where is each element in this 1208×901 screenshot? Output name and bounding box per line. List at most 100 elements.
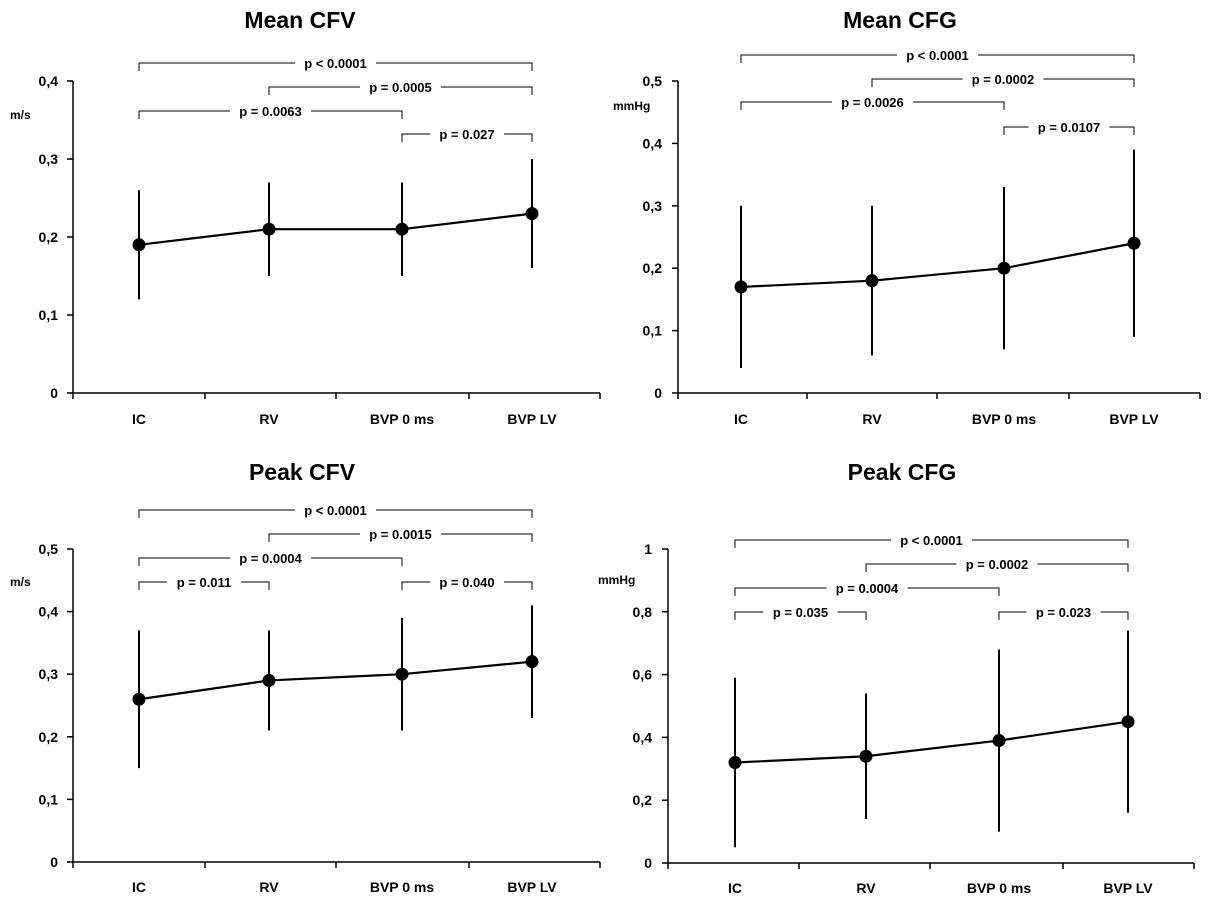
chart2-y-tick-label: 0,5 <box>643 73 663 89</box>
chart2-x-tick-label: BVP LV <box>1109 411 1159 427</box>
chart4-data-point <box>859 749 873 763</box>
chart1-y-tick-label: 0,3 <box>39 151 59 167</box>
chart4-p-value-label: p = 0.023 <box>1036 605 1091 620</box>
chart3-y-tick-label: 0,5 <box>39 541 59 557</box>
chart2-y-tick-label: 0 <box>654 385 662 401</box>
chart3-y-tick-label: 0,3 <box>39 666 59 682</box>
chart4-x-tick-label: BVP 0 ms <box>967 880 1032 896</box>
chart3-data-point <box>262 673 276 687</box>
chart2-data-point <box>1127 236 1141 250</box>
chart1-p-value-label: p = 0.0005 <box>369 80 432 95</box>
chart1-y-unit-label: m/s <box>10 108 31 122</box>
chart2-series-line <box>740 242 1135 289</box>
chart3-data-point <box>525 655 539 669</box>
chart4-x-tick-label: IC <box>728 880 742 896</box>
chart4-y-tick-label: 0,6 <box>633 667 653 683</box>
chart3-y-tick-label: 0 <box>50 854 58 870</box>
chart3-comparison-bracket <box>268 533 533 542</box>
chart1-y-tick-label: 0 <box>50 385 58 401</box>
chart4-comparison-bracket <box>865 563 1129 572</box>
chart3-comparison-bracket <box>138 509 533 518</box>
chart4-y-tick-label: 0,8 <box>633 604 653 620</box>
chart4-data-point <box>728 756 742 770</box>
chart2-x-tick-label: RV <box>862 411 882 427</box>
chart2-p-value-label: p = 0.0026 <box>841 95 904 110</box>
chart1-comparison-bracket <box>138 62 533 71</box>
chart1-title: Mean CFV <box>244 7 356 33</box>
chart4-comparison-bracket <box>734 539 1129 548</box>
chart1-p-value-label: p = 0.0063 <box>239 104 302 119</box>
chart2-p-value-label: p = 0.0002 <box>972 72 1035 87</box>
chart1-comparison-bracket <box>268 86 533 95</box>
chart1-y-tick-label: 0,4 <box>39 73 59 89</box>
chart3-p-value-label: p = 0.0015 <box>369 527 432 542</box>
chart2-y-tick-label: 0,1 <box>643 323 663 339</box>
chart2-x-tick-label: BVP 0 ms <box>972 411 1037 427</box>
chart2-p-value-label: p < 0.0001 <box>906 48 969 63</box>
chart1-data-point <box>395 222 409 236</box>
chart3-y-tick-label: 0,4 <box>39 604 59 620</box>
chart4-y-tick-label: 0,4 <box>633 729 653 745</box>
chart2-data-point <box>865 274 879 288</box>
chart2-comparison-bracket <box>871 78 1135 87</box>
chart2-y-tick-label: 0,2 <box>643 260 663 276</box>
chart2-title: Mean CFG <box>843 7 957 33</box>
chart4-title: Peak CFG <box>848 459 957 485</box>
chart4-y-tick-label: 0 <box>644 855 652 871</box>
chart4-comparison-bracket <box>734 587 1000 596</box>
chart1-data-point <box>132 238 146 252</box>
chart4-y-tick-label: 1 <box>644 541 652 557</box>
chart1-p-value-label: p = 0.027 <box>439 127 494 142</box>
chart1-x-tick-label: IC <box>132 411 146 427</box>
chart2-y-tick-label: 0,4 <box>643 135 663 151</box>
chart2-p-value-label: p = 0.0107 <box>1038 120 1101 135</box>
chart4-comparison-bracket <box>998 611 1129 620</box>
chart3-data-point <box>132 692 146 706</box>
chart4-data-point <box>1121 715 1135 729</box>
chart1-p-value-label: p < 0.0001 <box>304 56 367 71</box>
chart3-y-tick-label: 0,2 <box>39 729 59 745</box>
chart1-y-tick-label: 0,1 <box>39 307 59 323</box>
chart4-comparison-bracket <box>734 611 867 620</box>
chart3-p-value-label: p = 0.040 <box>439 575 494 590</box>
chart1-y-tick-label: 0,2 <box>39 229 59 245</box>
chart3-comparison-bracket <box>401 581 533 590</box>
chart1-data-point <box>262 222 276 236</box>
chart1-comparison-bracket <box>138 110 403 119</box>
chart4-p-value-label: p = 0.035 <box>773 605 828 620</box>
chart2-comparison-bracket <box>740 54 1135 63</box>
chart4-y-tick-label: 0,2 <box>633 792 653 808</box>
chart3-title: Peak CFV <box>249 459 356 485</box>
chart2-comparison-bracket <box>1003 126 1135 135</box>
chart4-x-tick-label: RV <box>856 880 876 896</box>
chart3-p-value-label: p = 0.0004 <box>239 551 302 566</box>
chart2-comparison-bracket <box>740 101 1005 110</box>
chart4-p-value-label: p = 0.0002 <box>966 557 1029 572</box>
chart1-x-tick-label: BVP 0 ms <box>370 411 435 427</box>
chart3-x-tick-label: BVP 0 ms <box>370 879 435 895</box>
chart2-data-point <box>997 261 1011 275</box>
chart3-x-tick-label: RV <box>259 879 279 895</box>
chart4-p-value-label: p < 0.0001 <box>900 533 963 548</box>
chart2-y-unit-label: mmHg <box>613 99 650 113</box>
chart1-comparison-bracket <box>401 133 533 142</box>
chart1-x-tick-label: BVP LV <box>507 411 557 427</box>
chart1-series-line <box>138 212 533 246</box>
chart1-x-tick-label: RV <box>259 411 279 427</box>
chart3-x-tick-label: BVP LV <box>507 879 557 895</box>
chart2-data-point <box>734 280 748 294</box>
chart2-y-tick-label: 0,3 <box>643 198 663 214</box>
chart4-data-point <box>992 734 1006 748</box>
chart2-x-tick-label: IC <box>734 411 748 427</box>
chart4-y-unit-label: mmHg <box>598 573 635 587</box>
chart1-data-point <box>525 207 539 221</box>
chart3-p-value-label: p < 0.0001 <box>304 503 367 518</box>
chart4-p-value-label: p = 0.0004 <box>836 581 899 596</box>
chart3-series-line <box>138 660 533 701</box>
chart3-y-unit-label: m/s <box>10 575 31 589</box>
chart4-series-line <box>734 720 1129 764</box>
chart3-x-tick-label: IC <box>132 879 146 895</box>
chart3-comparison-bracket <box>138 557 403 566</box>
